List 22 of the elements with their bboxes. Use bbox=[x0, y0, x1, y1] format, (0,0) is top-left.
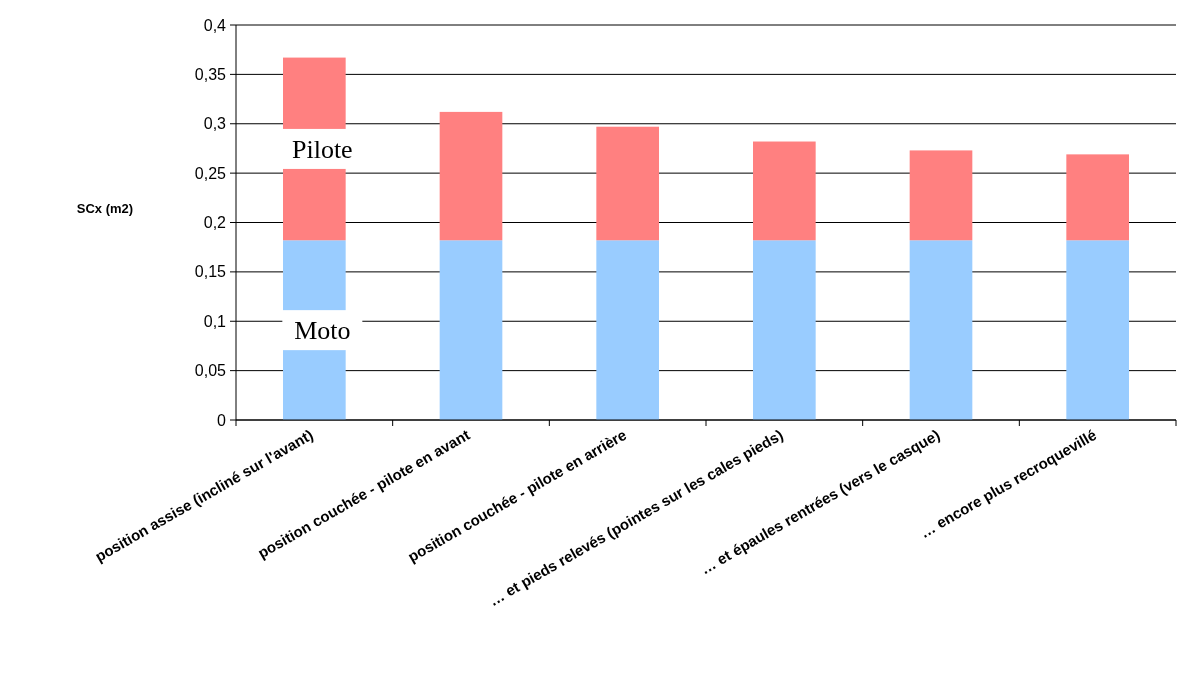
series-label: Moto bbox=[294, 316, 351, 346]
bar bbox=[439, 240, 503, 420]
bar bbox=[753, 240, 816, 420]
bar bbox=[909, 240, 973, 420]
y-tick-label: 0,35 bbox=[194, 65, 227, 83]
series-label: Pilote bbox=[292, 134, 353, 164]
bar bbox=[1066, 240, 1129, 420]
y-tick-label: 0 bbox=[217, 411, 227, 429]
bar bbox=[753, 141, 816, 241]
bar bbox=[439, 111, 503, 241]
y-tick-label: 0,3 bbox=[203, 115, 227, 133]
y-tick-label: 0,4 bbox=[203, 16, 227, 34]
bar bbox=[596, 126, 659, 241]
bar bbox=[596, 240, 659, 420]
y-tick-label: 0,2 bbox=[203, 214, 227, 232]
y-tick-label: 0,05 bbox=[194, 362, 227, 380]
y-tick-label: 0,15 bbox=[194, 263, 227, 281]
y-axis-title: SCx (m2) bbox=[76, 200, 134, 216]
bar bbox=[909, 150, 973, 241]
bar bbox=[1066, 154, 1129, 241]
y-tick-label: 0,25 bbox=[194, 164, 227, 182]
y-tick-label: 0,1 bbox=[203, 312, 227, 330]
